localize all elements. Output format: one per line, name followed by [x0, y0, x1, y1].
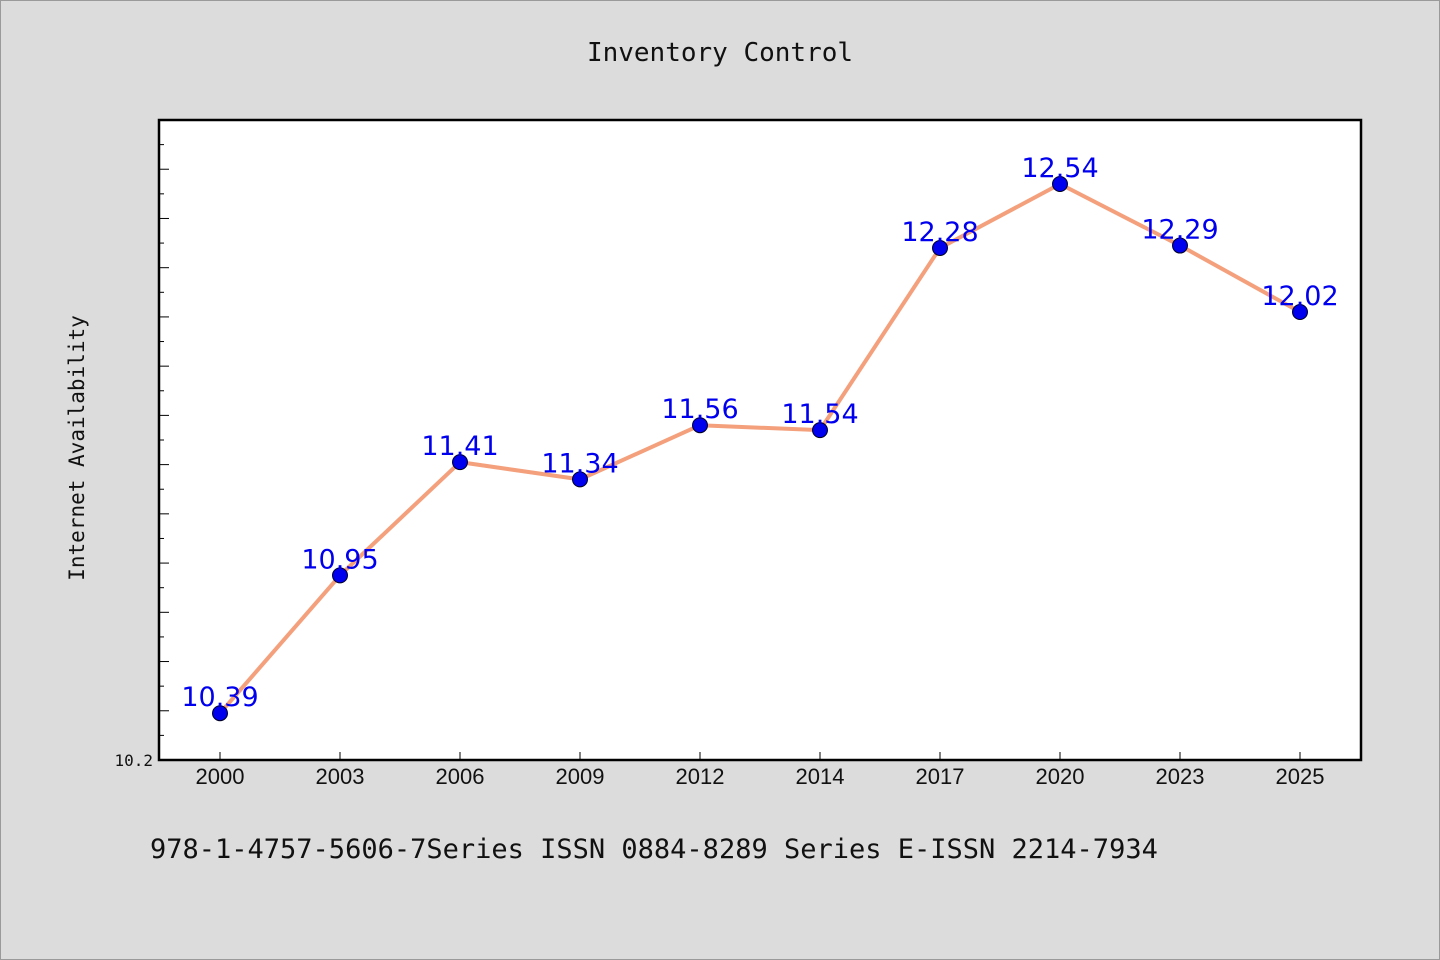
- x-tick-label: 2003: [316, 764, 365, 789]
- data-labels: 10.39 10.95 11.41 11.34 11.56 11.54 12.28 12.54…: [181, 153, 1338, 713]
- data-point: [212, 705, 228, 722]
- chart-title: Inventory Control: [587, 38, 853, 68]
- data-point: [452, 454, 468, 471]
- data-points: [212, 176, 1308, 722]
- x-tick-labels: 2000 2003 2006 2009 2012 2014 2017 2020 2023 2025: [196, 764, 1325, 789]
- y-tick-labels: 10.2: [114, 751, 153, 770]
- data-label: 11.54: [781, 399, 858, 430]
- data-point: [1172, 237, 1188, 254]
- x-tick-label: 2014: [796, 764, 845, 789]
- data-label: 11.56: [661, 394, 738, 425]
- data-label: 10.39: [181, 682, 258, 713]
- series-line: [218, 182, 1302, 716]
- data-label: 11.34: [541, 448, 618, 479]
- data-point: [572, 471, 588, 488]
- data-point: [332, 567, 348, 584]
- x-tick-label: 2025: [1276, 764, 1325, 789]
- data-point: [932, 240, 948, 256]
- isbn-caption: 978-1-4757-5606-7Series ISSN 0884-8289 S…: [150, 834, 1158, 865]
- y-tick-label: 10.2: [114, 751, 153, 770]
- x-tick-label: 2009: [556, 764, 605, 789]
- data-point: [692, 417, 708, 434]
- data-point: [1052, 176, 1068, 192]
- data-label: 10.95: [301, 544, 378, 575]
- data-label: 12.02: [1261, 281, 1338, 312]
- data-label: 11.41: [421, 431, 498, 462]
- x-tick-label: 2020: [1036, 764, 1085, 789]
- x-tick-label: 2017: [916, 764, 965, 789]
- x-tick-label: 2023: [1156, 764, 1205, 789]
- data-point: [812, 422, 828, 439]
- y-axis-label: Internet Availability: [65, 315, 89, 581]
- data-label: 12.29: [1141, 215, 1218, 246]
- axis-ticks: [159, 119, 1301, 761]
- x-tick-label: 2006: [436, 764, 485, 789]
- plot-area: [157, 118, 1363, 762]
- data-point: [1292, 304, 1308, 320]
- x-tick-label: 2000: [196, 764, 245, 789]
- data-label: 12.28: [901, 217, 978, 248]
- data-label: 12.54: [1021, 153, 1098, 184]
- x-tick-label: 2012: [676, 764, 725, 789]
